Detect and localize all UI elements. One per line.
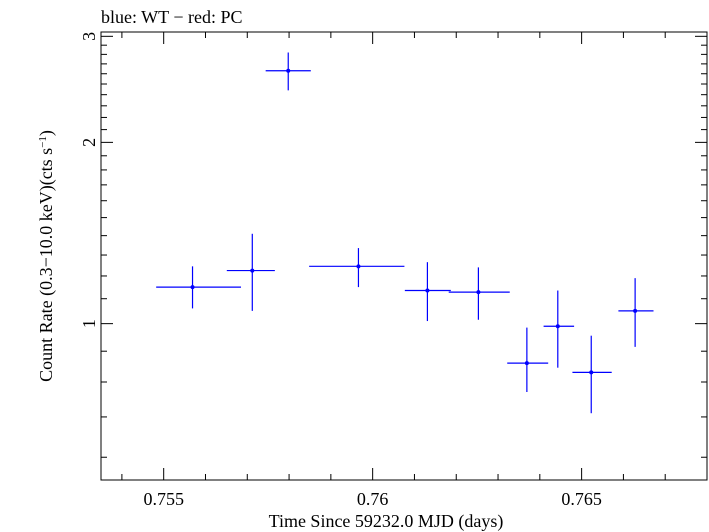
y-axis-label: Count Rate (0.3−10.0 keV)(cts s−1) <box>36 130 57 382</box>
data-point <box>250 268 255 273</box>
y-axis-label-main: Count Rate (0.3−10.0 keV)(cts s <box>36 148 57 382</box>
data-point <box>633 308 638 313</box>
y-axis-ticks <box>101 35 707 458</box>
data-point <box>190 285 195 290</box>
data-point <box>589 370 594 375</box>
y-tick-label: 1 <box>79 319 99 328</box>
y-axis-label-close: ) <box>36 130 57 136</box>
chart-title: blue: WT − red: PC <box>101 7 242 27</box>
data-point <box>425 288 430 293</box>
x-tick-label: 0.76 <box>357 489 389 509</box>
data-series <box>156 52 654 414</box>
series-group <box>156 52 654 414</box>
data-point <box>524 361 529 366</box>
x-axis-label: Time Since 59232.0 MJD (days) <box>269 511 504 532</box>
y-axis-label-superscript: −1 <box>37 136 49 148</box>
data-point <box>286 68 291 73</box>
data-point <box>476 290 481 295</box>
x-tick-label: 0.755 <box>143 489 184 509</box>
x-axis-tick-labels: 0.755 0.76 0.765 <box>143 489 601 509</box>
x-tick-label: 0.765 <box>561 489 602 509</box>
plot-frame <box>100 31 708 481</box>
plot-border <box>100 31 708 481</box>
y-axis-tick-labels: 1 2 3 <box>79 32 99 328</box>
data-point <box>356 264 361 269</box>
y-tick-label: 2 <box>79 138 99 147</box>
x-axis-ticks <box>121 32 708 480</box>
data-point <box>555 324 560 329</box>
y-tick-label: 3 <box>79 32 99 41</box>
